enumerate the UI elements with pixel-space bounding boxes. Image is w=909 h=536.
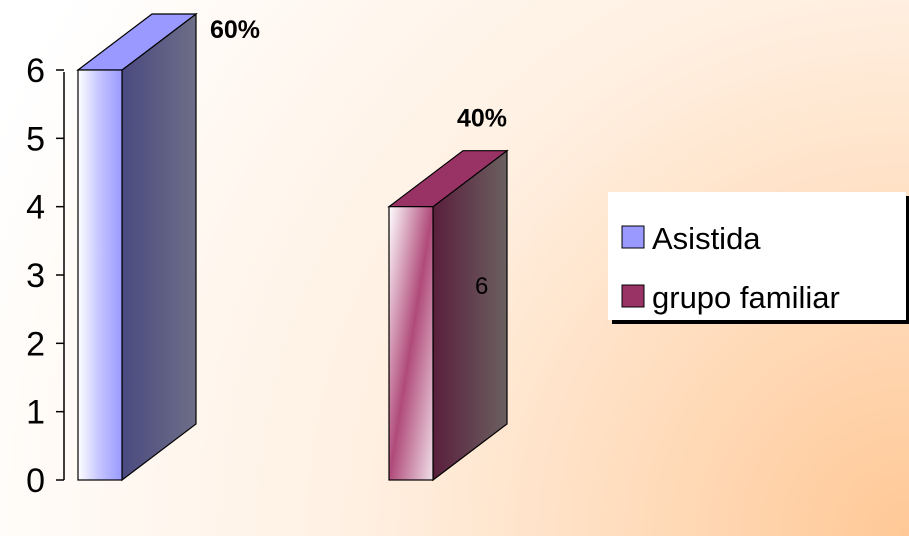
y-tick-label: 2 [26, 325, 45, 363]
legend-box [608, 192, 906, 320]
percent-label-grupo-familiar: 40% [457, 105, 507, 133]
bars: 60% 40% 6 [76, 12, 509, 482]
legend-label-asistida: Asistida [652, 221, 761, 256]
bar-front-asistida [77, 69, 123, 481]
bar-asistida: 60% [76, 12, 260, 482]
bar-front-grupo-familiar [388, 206, 434, 481]
y-tick-label: 3 [26, 257, 45, 295]
y-tick-label: 5 [26, 120, 45, 158]
percent-label-asistida: 60% [210, 16, 260, 44]
y-tick-label: 0 [26, 462, 45, 500]
bar-grupo-familiar: 40% [387, 105, 509, 482]
y-tick-label: 4 [26, 189, 45, 227]
y-axis-ticks: 0 1 2 3 4 5 6 [26, 52, 64, 500]
data-label-annotation: 6 [475, 273, 488, 300]
legend-swatch-grupo-familiar [621, 284, 645, 308]
legend-label-grupo-familiar: grupo familiar [652, 280, 840, 315]
bar-side-grupo-familiar [432, 149, 508, 482]
y-tick-label: 1 [26, 394, 45, 432]
legend-swatch-asistida [621, 225, 645, 249]
bar-side-asistida [121, 12, 197, 482]
y-tick-label: 6 [26, 52, 45, 90]
legend: Asistida grupo familiar [608, 192, 909, 324]
